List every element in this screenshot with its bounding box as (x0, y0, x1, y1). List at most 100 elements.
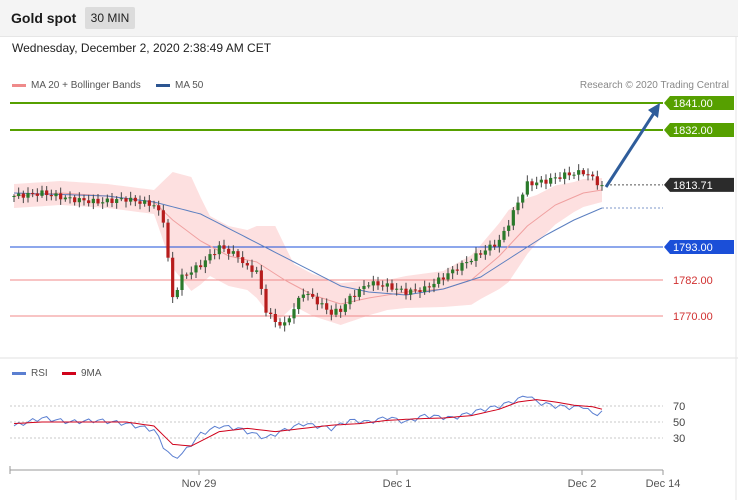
candle-body (283, 322, 287, 326)
candle-body (91, 198, 95, 204)
candle-body (362, 285, 366, 290)
forecast-arrowhead (648, 103, 660, 118)
candle-body (581, 170, 585, 175)
candle-body (511, 210, 515, 226)
candle-body (194, 265, 198, 273)
candle-body (21, 193, 25, 198)
candle-body (409, 289, 413, 295)
candle-body (222, 245, 226, 249)
candle-body (297, 297, 301, 310)
candle-body (255, 270, 259, 272)
candle-body (516, 202, 520, 211)
rsi-tick-50: 50 (673, 417, 685, 429)
candle-body (301, 294, 305, 298)
candle-body (441, 277, 445, 280)
forecast-arrow (604, 109, 658, 188)
candle-body (353, 295, 357, 297)
candle-body (525, 181, 529, 195)
candle-body (138, 201, 142, 204)
candle-body (423, 286, 427, 292)
candle-body (357, 289, 361, 297)
candle-body (199, 265, 203, 268)
candle-body (488, 244, 492, 251)
candle-body (45, 190, 49, 196)
candle-body (381, 285, 385, 287)
candle-body (250, 265, 254, 272)
candle-body (101, 202, 105, 204)
candle-body (231, 251, 235, 254)
candle-body (166, 222, 170, 258)
candle-body (418, 290, 422, 292)
timestamp: Wednesday, December 2, 2020 2:38:49 AM C… (12, 41, 272, 55)
chart-title: Gold spot (11, 10, 77, 26)
candle-body (432, 283, 436, 288)
x-label-dec-2: Dec 2 (568, 478, 597, 490)
candle-body (157, 205, 161, 211)
candle-body (591, 174, 595, 177)
candle-body (129, 197, 133, 202)
candle-body (404, 288, 408, 295)
candle-body (479, 253, 483, 255)
candle-body (12, 196, 16, 197)
level-1832-00-label: 1832.00 (673, 125, 713, 137)
candle-body (49, 195, 53, 197)
candle-body (460, 262, 464, 271)
candle-body (544, 179, 548, 184)
candle-body (521, 194, 525, 203)
candle-body (17, 193, 21, 196)
candle-body (213, 254, 217, 256)
candle-body (208, 254, 212, 261)
candle-body (343, 304, 347, 312)
rsi-series-9ma (13, 399, 603, 447)
candle-body (563, 172, 567, 179)
candle-body (203, 260, 207, 268)
candle-body (600, 185, 604, 187)
candle-body (325, 303, 329, 310)
legend-9ma-swatch (62, 371, 76, 375)
legend-ma20-swatch (12, 83, 26, 87)
candle-body (115, 199, 119, 203)
candle-body (259, 270, 263, 289)
legend-ma50-label: MA 50 (175, 80, 204, 91)
candle-body (446, 273, 450, 280)
legend-ma50-swatch (156, 83, 170, 87)
candle-body (339, 308, 343, 312)
timeframe-button[interactable]: 30 MIN (85, 7, 135, 29)
legend-9ma: 9MA (62, 368, 102, 379)
candle-body (105, 198, 109, 203)
rsi-tick-30: 30 (673, 433, 685, 445)
legend-rsi-label: RSI (31, 368, 48, 379)
candle-body (497, 239, 501, 247)
candle-body (577, 170, 581, 175)
level-1770-00-label: 1770.00 (673, 311, 713, 323)
candle-body (390, 283, 394, 290)
candle-body (558, 177, 562, 179)
x-label-dec-14: Dec 14 (646, 478, 681, 490)
candle-body (273, 313, 277, 322)
candle-body (535, 182, 539, 186)
candle-body (367, 285, 371, 287)
candle-body (329, 309, 333, 315)
candle-body (63, 197, 67, 200)
rsi-tick-70: 70 (673, 401, 685, 413)
level-1793-00-tag (664, 240, 734, 254)
bollinger-band (14, 172, 602, 325)
candle-body (465, 262, 469, 264)
candle-body (395, 288, 399, 290)
candle-body (474, 253, 478, 261)
candle-body (217, 245, 221, 255)
candle-body (110, 198, 114, 203)
candle-body (371, 281, 375, 286)
candle-body (549, 177, 553, 184)
candle-body (133, 197, 137, 202)
x-label-nov-29: Nov 29 (182, 478, 217, 490)
candle-body (40, 190, 44, 196)
candle-body (399, 288, 403, 290)
candle-body (306, 293, 310, 295)
candle-body (311, 293, 315, 297)
candle-body (161, 210, 165, 223)
candle-body (31, 192, 35, 194)
level-1782-00-label: 1782.00 (673, 275, 713, 287)
candle-body (278, 321, 282, 326)
legend-9ma-label: 9MA (81, 368, 102, 379)
